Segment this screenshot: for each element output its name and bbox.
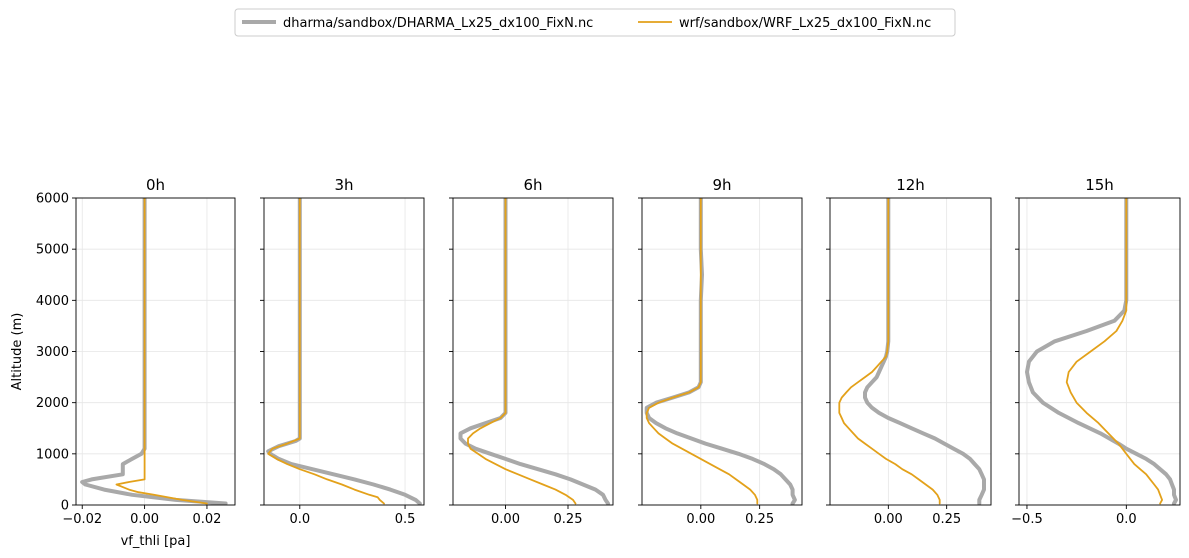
x-tick-label: 0.0 [1116, 512, 1137, 527]
y-tick-label: 4000 [36, 294, 69, 309]
x-tick-label: 0.00 [874, 512, 903, 527]
series-line-dharma [266, 198, 422, 505]
panel-0h: −0.02 0.00 0.02 0 1000 2000 3000 4000 5000 6000 0h… [10, 176, 236, 549]
panel-9h: 0.00 0.25 9h [638, 176, 803, 527]
x-tick-label: −0.02 [62, 512, 102, 527]
series-line-wrf [267, 198, 385, 505]
series-line-wrf [115, 198, 208, 505]
y-tick-label: 1000 [36, 447, 69, 462]
panel-3h: 0.0 0.5 3h [260, 176, 425, 527]
panel-title: 0h [146, 176, 165, 194]
series-line-wrf [467, 198, 577, 505]
x-tick-label: 0.00 [686, 512, 715, 527]
series-line-wrf [838, 198, 941, 505]
y-tick-label: 0 [61, 499, 69, 514]
x-tick-label: 0.00 [491, 512, 520, 527]
x-tick-label: 0.5 [395, 512, 416, 527]
x-axis-label: vf_thli [pa] [121, 534, 191, 549]
y-tick-label: 2000 [36, 396, 69, 411]
panel-title: 15h [1085, 176, 1114, 194]
panel-6h: 0.00 0.25 6h [449, 176, 614, 527]
y-tick-label: 6000 [36, 192, 69, 207]
y-tick-label: 5000 [36, 243, 69, 258]
legend-frame [234, 8, 956, 37]
panel-15h: −0.5 0.0 15h [1011, 176, 1181, 527]
x-tick-label: 0.25 [745, 512, 774, 527]
x-tick-label: 0.0 [289, 512, 310, 527]
panel-title: 6h [523, 176, 542, 194]
series-line-dharma [644, 198, 797, 505]
panel-title: 12h [896, 176, 925, 194]
panel-12h: 0.00 0.25 12h [826, 176, 992, 527]
series-line-dharma [80, 198, 228, 505]
series-line-dharma [1025, 198, 1178, 505]
x-tick-label: 0.00 [130, 512, 159, 527]
legend-label-wrf: wrf/sandbox/WRF_Lx25_dx100_FixN.nc [679, 16, 931, 31]
x-tick-label: 0.25 [554, 512, 583, 527]
y-axis-label: Altitude (m) [10, 313, 25, 391]
x-tick-label: 0.02 [192, 512, 221, 527]
x-tick-label: 0.25 [932, 512, 961, 527]
legend-label-dharma: dharma/sandbox/DHARMA_Lx25_dx100_FixN.nc [283, 16, 593, 31]
panel-title: 9h [712, 176, 731, 194]
y-tick-label: 3000 [36, 345, 69, 360]
series-line-wrf [645, 198, 759, 505]
x-tick-label: −0.5 [1011, 512, 1043, 527]
series-line-wrf [1065, 198, 1163, 505]
series-line-dharma [863, 198, 986, 505]
panel-title: 3h [334, 176, 353, 194]
panels: −0.02 0.00 0.02 0 1000 2000 3000 4000 5000 6000 0h… [10, 176, 1181, 549]
legend: dharma/sandbox/DHARMA_Lx25_dx100_FixN.nc… [234, 8, 956, 37]
